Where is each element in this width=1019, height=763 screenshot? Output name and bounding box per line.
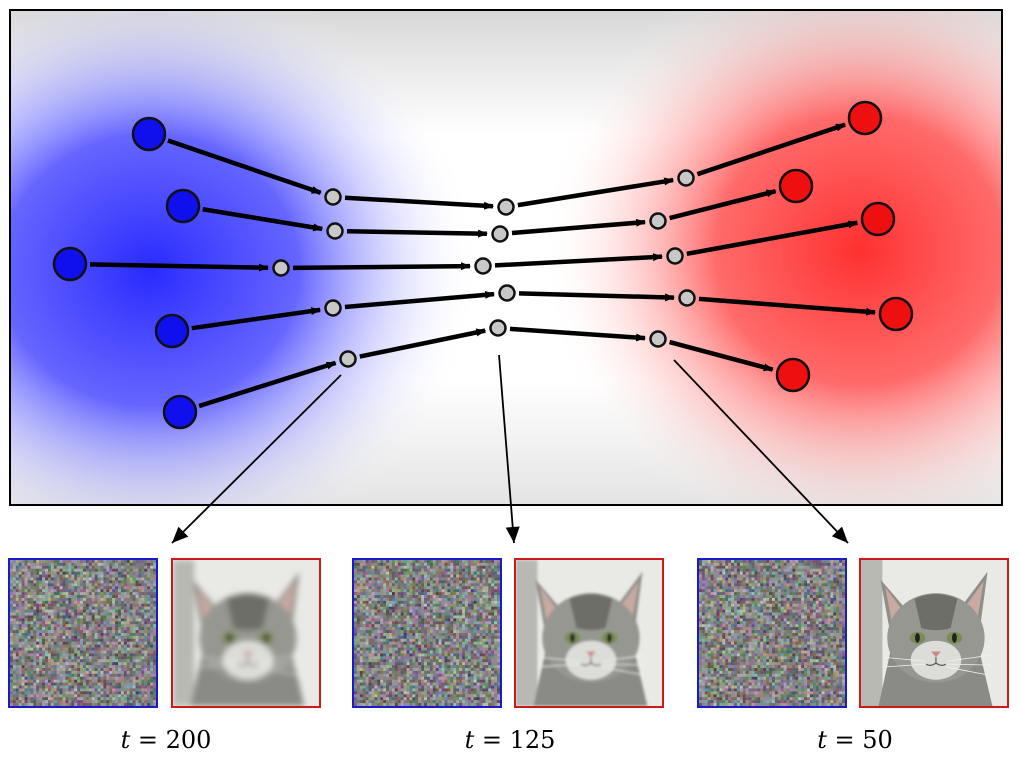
source-sample-point [165, 188, 201, 224]
diagram-frame [9, 9, 1003, 506]
noise-image-t50 [697, 558, 847, 708]
target-distribution-glow [540, 11, 1001, 504]
trajectory-arrow [346, 228, 489, 238]
equals-sign: = [137, 726, 158, 754]
target-sample-point [775, 357, 811, 393]
intermediate-point [666, 247, 684, 265]
pointer-arrowhead [831, 526, 848, 543]
source-sample-point [131, 116, 167, 152]
trajectory-points [52, 100, 914, 430]
pointer-arrows [171, 354, 849, 544]
caption-t50: t = 50 [817, 726, 893, 754]
intermediate-point [272, 259, 290, 277]
intermediate-point [491, 225, 509, 243]
intermediate-point [498, 284, 516, 302]
trajectory-arrow [669, 339, 774, 372]
intermediate-point [677, 169, 695, 187]
source-distribution-glow [11, 11, 480, 504]
pointer-arrowhead [172, 526, 189, 543]
source-sample-point [162, 394, 198, 430]
cat-image-t50 [859, 558, 1009, 708]
pointer-line [171, 374, 342, 544]
trajectory-arrow [202, 207, 324, 232]
pointer-line [673, 359, 849, 544]
time-value: 200 [165, 726, 212, 754]
source-sample-point [154, 313, 190, 349]
cat-image-t125 [514, 558, 664, 708]
trajectory-arrow [89, 262, 270, 272]
intermediate-point [678, 289, 696, 307]
distribution-background [9, 9, 1003, 506]
time-variable: t [464, 726, 475, 754]
caption-t125: t = 125 [465, 726, 556, 754]
trajectory-arrow [344, 195, 495, 210]
trajectory-arrow [686, 220, 859, 257]
trajectory-arrow [511, 218, 647, 236]
time-variable: t [817, 726, 827, 754]
intermediate-point [324, 188, 342, 206]
intermediate-point [339, 350, 357, 368]
intermediate-point [489, 319, 507, 337]
noise-image-t200 [8, 558, 158, 708]
trajectory-arrow [191, 307, 322, 331]
noise-image-t125 [352, 558, 502, 708]
caption-t200: t = 200 [121, 726, 212, 754]
target-sample-point [878, 296, 914, 332]
time-value: 125 [509, 726, 556, 754]
source-sample-point [52, 246, 88, 282]
trajectory-arrow [518, 291, 676, 302]
trajectory-arrow [359, 328, 487, 359]
trajectory-arrow [669, 188, 777, 221]
trajectory-arrow [509, 326, 647, 342]
target-sample-point [847, 100, 883, 136]
equals-sign: = [481, 726, 502, 754]
intermediate-point [324, 299, 342, 317]
time-variable: t [120, 726, 131, 754]
intermediate-point [649, 330, 667, 348]
trajectory-arrows [89, 122, 877, 409]
time-value: 50 [862, 726, 893, 754]
pointer-line [498, 354, 515, 544]
trajectory-arrow [292, 262, 472, 271]
pointer-arrowhead [505, 526, 520, 543]
intermediate-point [326, 222, 344, 240]
trajectory-arrow [517, 177, 675, 208]
intermediate-point [649, 212, 667, 230]
intermediate-point [497, 198, 515, 216]
intermediate-point [474, 257, 492, 275]
cat-image-t200 [171, 558, 321, 708]
target-sample-point [860, 201, 896, 237]
target-sample-point [778, 168, 814, 204]
trajectory-arrow [167, 138, 322, 195]
trajectory-arrow [344, 290, 496, 310]
trajectory-arrow [494, 253, 664, 268]
trajectory-arrow [198, 360, 337, 409]
equals-sign: = [834, 726, 855, 754]
trajectory-arrow [696, 122, 847, 177]
trajectory-arrow [698, 296, 877, 316]
